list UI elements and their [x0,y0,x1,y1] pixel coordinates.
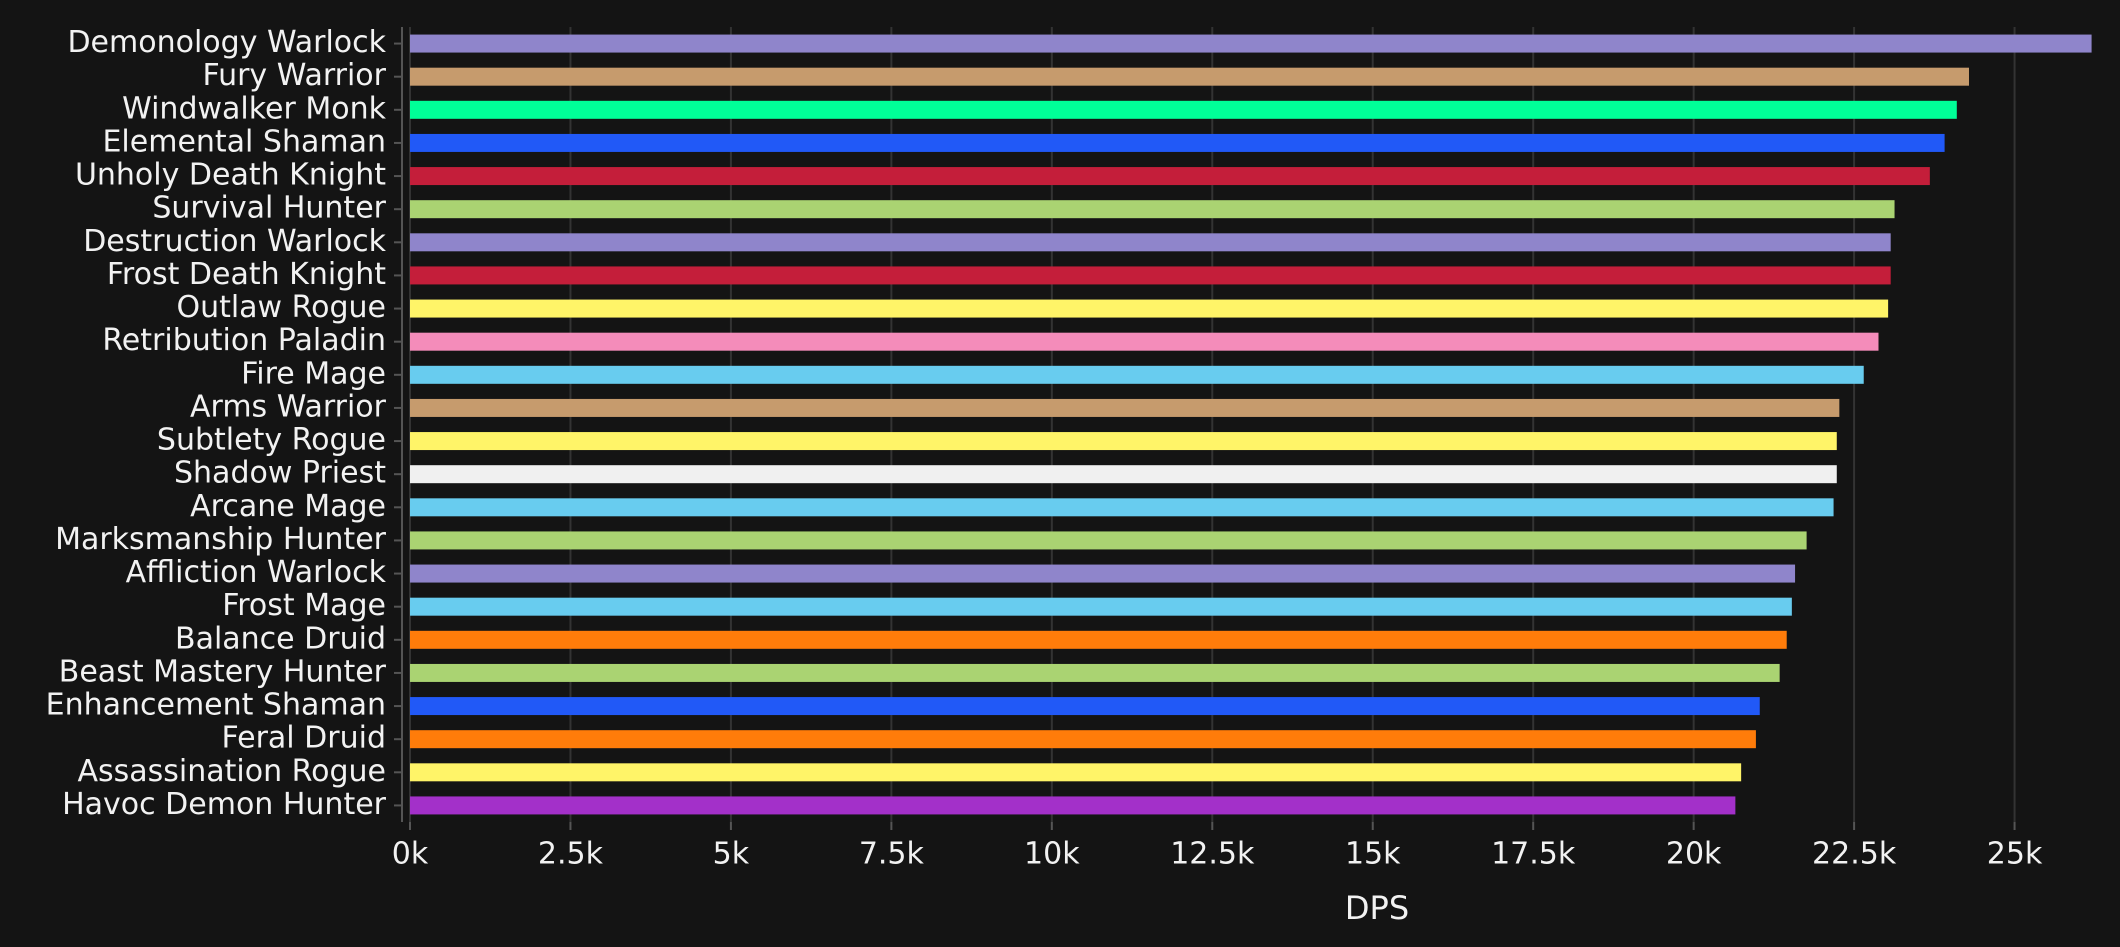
x-tick-label: 15k [1345,837,1401,872]
bar [410,432,1837,451]
y-tick-label: Frost Mage [222,588,386,623]
x-tick-label: 20k [1666,837,1722,872]
bar [410,200,1895,219]
y-tick-label: Fire Mage [241,356,386,391]
bar [410,597,1792,616]
bar [410,796,1736,815]
bar [410,67,1969,86]
y-tick-label: Marksmanship Hunter [55,522,387,557]
y-tick-label: Destruction Warlock [83,224,386,259]
x-tick-label: 2.5k [538,837,604,872]
bar [410,100,1957,119]
y-tick-label: Havoc Demon Hunter [62,787,387,822]
x-tick-label: 5k [713,837,750,872]
bar [410,34,2092,53]
bar [410,498,1834,517]
y-tick-label: Survival Hunter [152,191,386,226]
bar [410,465,1837,484]
y-tick-label: Shadow Priest [174,456,386,491]
y-tick-label: Arms Warrior [190,389,387,424]
y-tick-label: Affliction Warlock [126,555,387,590]
y-tick-label: Unholy Death Knight [75,158,386,193]
y-tick-label: Beast Mastery Hunter [59,654,387,689]
bar [410,266,1891,285]
bar [410,398,1840,417]
y-tick-label: Elemental Shaman [102,124,386,159]
y-tick-label: Outlaw Rogue [176,290,386,325]
x-tick-label: 10k [1024,837,1080,872]
y-tick-label: Demonology Warlock [67,25,386,60]
x-axis-title: DPS [1345,889,1409,927]
bar [410,133,1945,152]
x-tick-label: 22.5k [1812,837,1897,872]
bar [410,332,1879,351]
bar [410,697,1760,716]
y-tick-label: Enhancement Shaman [46,688,386,723]
bar [410,630,1787,649]
y-tick-label: Subtlety Rogue [157,423,386,458]
bar [410,531,1807,550]
y-tick-label: Windwalker Monk [122,91,387,126]
y-tick-label: Feral Druid [222,721,387,756]
bar [410,663,1780,682]
bar [410,365,1864,384]
bar [410,299,1889,318]
x-tick-label: 0k [392,837,429,872]
y-tick-label: Retribution Paladin [102,323,386,358]
x-tick-label: 12.5k [1170,837,1255,872]
y-tick-label: Fury Warrior [202,58,386,93]
bar [410,730,1756,749]
y-tick-label: Assassination Rogue [77,754,386,789]
bar [410,564,1796,583]
y-tick-label: Balance Druid [175,621,386,656]
x-tick-label: 25k [1987,837,2043,872]
x-tick-label: 7.5k [859,837,925,872]
x-tick-label: 17.5k [1491,837,1576,872]
y-tick-label: Arcane Mage [190,489,386,524]
bar [410,763,1742,782]
bar [410,233,1891,252]
bar [410,167,1930,186]
y-tick-label: Frost Death Knight [107,257,386,292]
